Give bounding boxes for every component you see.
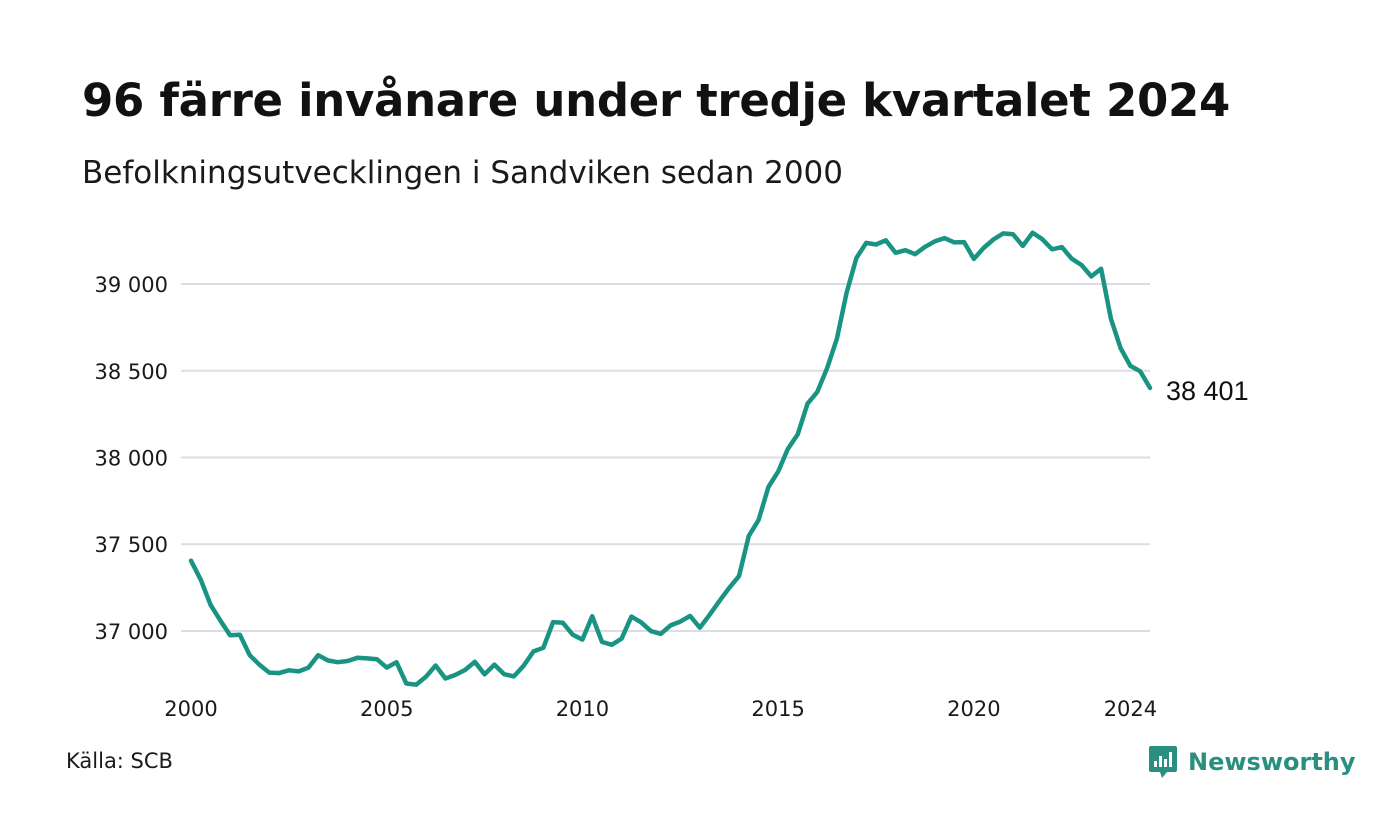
x-tick-label: 2015 — [751, 697, 804, 721]
y-tick-label: 37 000 — [95, 620, 168, 644]
brand-logo: Newsworthy — [1148, 744, 1356, 780]
y-tick-label: 38 000 — [95, 447, 168, 471]
series-line — [188, 230, 1153, 687]
source-note: Källa: SCB — [66, 749, 173, 773]
y-tick-label: 39 000 — [95, 273, 168, 297]
brand-name: Newsworthy — [1188, 748, 1356, 776]
end-value-label: 38 401 — [1166, 376, 1249, 406]
x-tick-label: 2020 — [947, 697, 1000, 721]
y-tick-label: 38 500 — [95, 360, 168, 384]
x-tick-label: 2010 — [556, 697, 609, 721]
chart-title: 96 färre invånare under tredje kvartalet… — [82, 74, 1231, 127]
x-tick-label: 2000 — [164, 697, 217, 721]
chart-subtitle: Befolkningsutvecklingen i Sandviken seda… — [82, 155, 843, 191]
newsworthy-logo-icon — [1149, 746, 1177, 778]
x-tick-label: 2024 — [1104, 697, 1157, 721]
x-tick-label: 2005 — [360, 697, 413, 721]
y-tick-label: 37 500 — [95, 533, 168, 557]
